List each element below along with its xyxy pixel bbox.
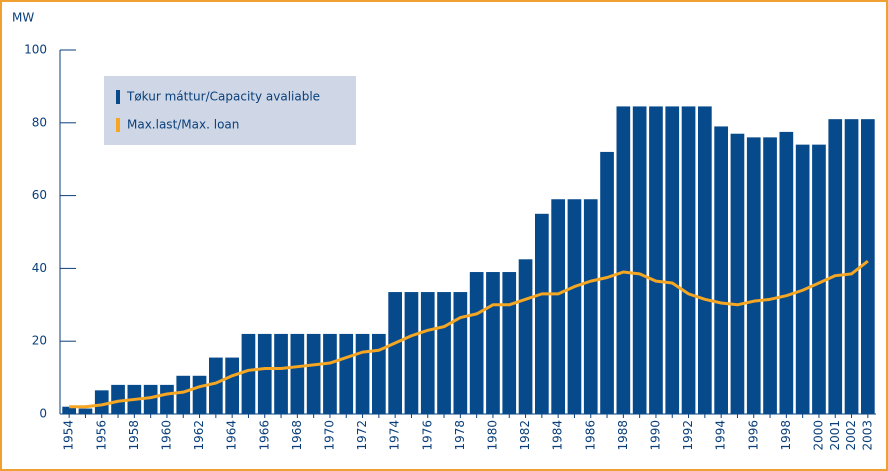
bar: [225, 357, 239, 414]
x-tick-label: 1982: [518, 420, 532, 451]
y-axis-label: MW: [12, 11, 34, 25]
x-tick-label: 1996: [746, 420, 760, 451]
x-tick-label: 1960: [159, 420, 173, 451]
y-tick-label: 0: [39, 407, 47, 421]
bar: [746, 137, 761, 415]
bar: [714, 126, 728, 414]
bar: [681, 106, 696, 415]
bar: [257, 333, 272, 414]
bar: [420, 292, 435, 414]
x-tick-label: 2001: [828, 420, 842, 451]
x-tick-label: 1984: [551, 420, 565, 451]
bar: [812, 144, 826, 414]
x-tick-label: 1970: [322, 420, 336, 451]
x-tick-label: 1998: [779, 420, 793, 451]
bar: [567, 199, 582, 414]
bar: [861, 119, 875, 414]
bar: [160, 384, 174, 414]
bar: [649, 106, 663, 415]
bar: [535, 213, 549, 414]
x-tick-label: 1964: [225, 420, 239, 451]
bar: [437, 292, 451, 414]
x-tick-label: 1980: [485, 420, 499, 451]
bar: [143, 384, 158, 414]
x-tick-label: 1974: [388, 420, 402, 451]
x-tick-label: 1972: [355, 420, 369, 451]
y-tick-label: 80: [32, 115, 47, 129]
x-tick-label: 1958: [127, 420, 141, 451]
x-tick-label: 1994: [714, 420, 728, 451]
bar: [274, 333, 288, 414]
line: [69, 259, 869, 409]
x-tick-label: 1978: [453, 420, 467, 451]
bar: [339, 333, 354, 414]
x-tick-label: 1962: [192, 420, 206, 451]
bar: [94, 390, 109, 414]
bar: [844, 119, 859, 414]
y-tick-label: 20: [32, 334, 47, 348]
bar: [698, 106, 712, 415]
x-tick-label: 1954: [62, 420, 76, 451]
bar: [632, 106, 647, 415]
bar: [469, 272, 484, 414]
y-tick-label: 100: [24, 43, 47, 57]
legend-label: Max.last/Max. loan: [127, 118, 239, 132]
bar: [372, 333, 386, 414]
bar: [290, 333, 305, 414]
y-tick-label: 40: [32, 261, 47, 275]
y-tick-label: 60: [32, 188, 47, 202]
legend: [104, 76, 356, 145]
bar: [323, 333, 337, 414]
x-tick-label: 1956: [94, 420, 108, 451]
bar: [192, 375, 207, 414]
bar: [388, 292, 402, 414]
bar: [779, 131, 794, 414]
bar: [665, 106, 680, 415]
bar: [306, 333, 321, 414]
legend-swatch: [116, 118, 120, 132]
bar: [62, 406, 76, 414]
x-tick-label: 1992: [681, 420, 695, 451]
bar: [241, 333, 256, 414]
bar: [78, 408, 93, 414]
x-tick-label: 2003: [860, 420, 874, 451]
bar: [763, 137, 777, 415]
bar: [355, 333, 370, 414]
bar: [404, 292, 419, 414]
legend-label: Tøkur máttur/Capacity avaliable: [126, 90, 320, 104]
bar: [453, 292, 468, 414]
bar: [486, 272, 500, 414]
x-tick-label: 1986: [583, 420, 597, 451]
bar: [616, 106, 631, 415]
bar: [583, 199, 598, 414]
x-tick-label: 1966: [257, 420, 271, 451]
bar: [209, 357, 223, 414]
bar: [551, 199, 565, 414]
bar: [828, 119, 843, 414]
bar: [518, 259, 533, 414]
x-tick-label: 2000: [811, 420, 825, 451]
bar: [730, 133, 745, 414]
x-tick-label: 1968: [290, 420, 304, 451]
x-tick-label: 1990: [648, 420, 662, 451]
x-tick-label: 1988: [616, 420, 630, 451]
x-tick-label: 1976: [420, 420, 434, 451]
x-tick-label: 2002: [844, 420, 858, 451]
legend-swatch: [116, 90, 120, 104]
bar: [600, 151, 614, 415]
bar: [111, 384, 125, 414]
bar: [176, 375, 191, 414]
bar: [795, 144, 810, 414]
bar: [502, 272, 517, 414]
